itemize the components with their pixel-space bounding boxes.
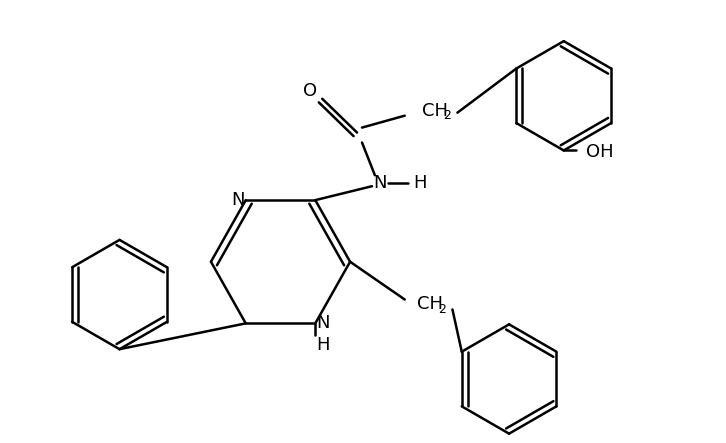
- Text: N: N: [373, 174, 387, 192]
- Text: N: N: [231, 191, 245, 209]
- Text: 2: 2: [439, 303, 446, 316]
- Text: H: H: [317, 336, 330, 354]
- Text: OH: OH: [586, 144, 613, 161]
- Text: N: N: [317, 315, 330, 332]
- Text: CH: CH: [417, 295, 443, 314]
- Text: 2: 2: [444, 109, 452, 122]
- Text: H: H: [413, 174, 426, 192]
- Text: CH: CH: [422, 102, 448, 120]
- Text: O: O: [303, 82, 317, 100]
